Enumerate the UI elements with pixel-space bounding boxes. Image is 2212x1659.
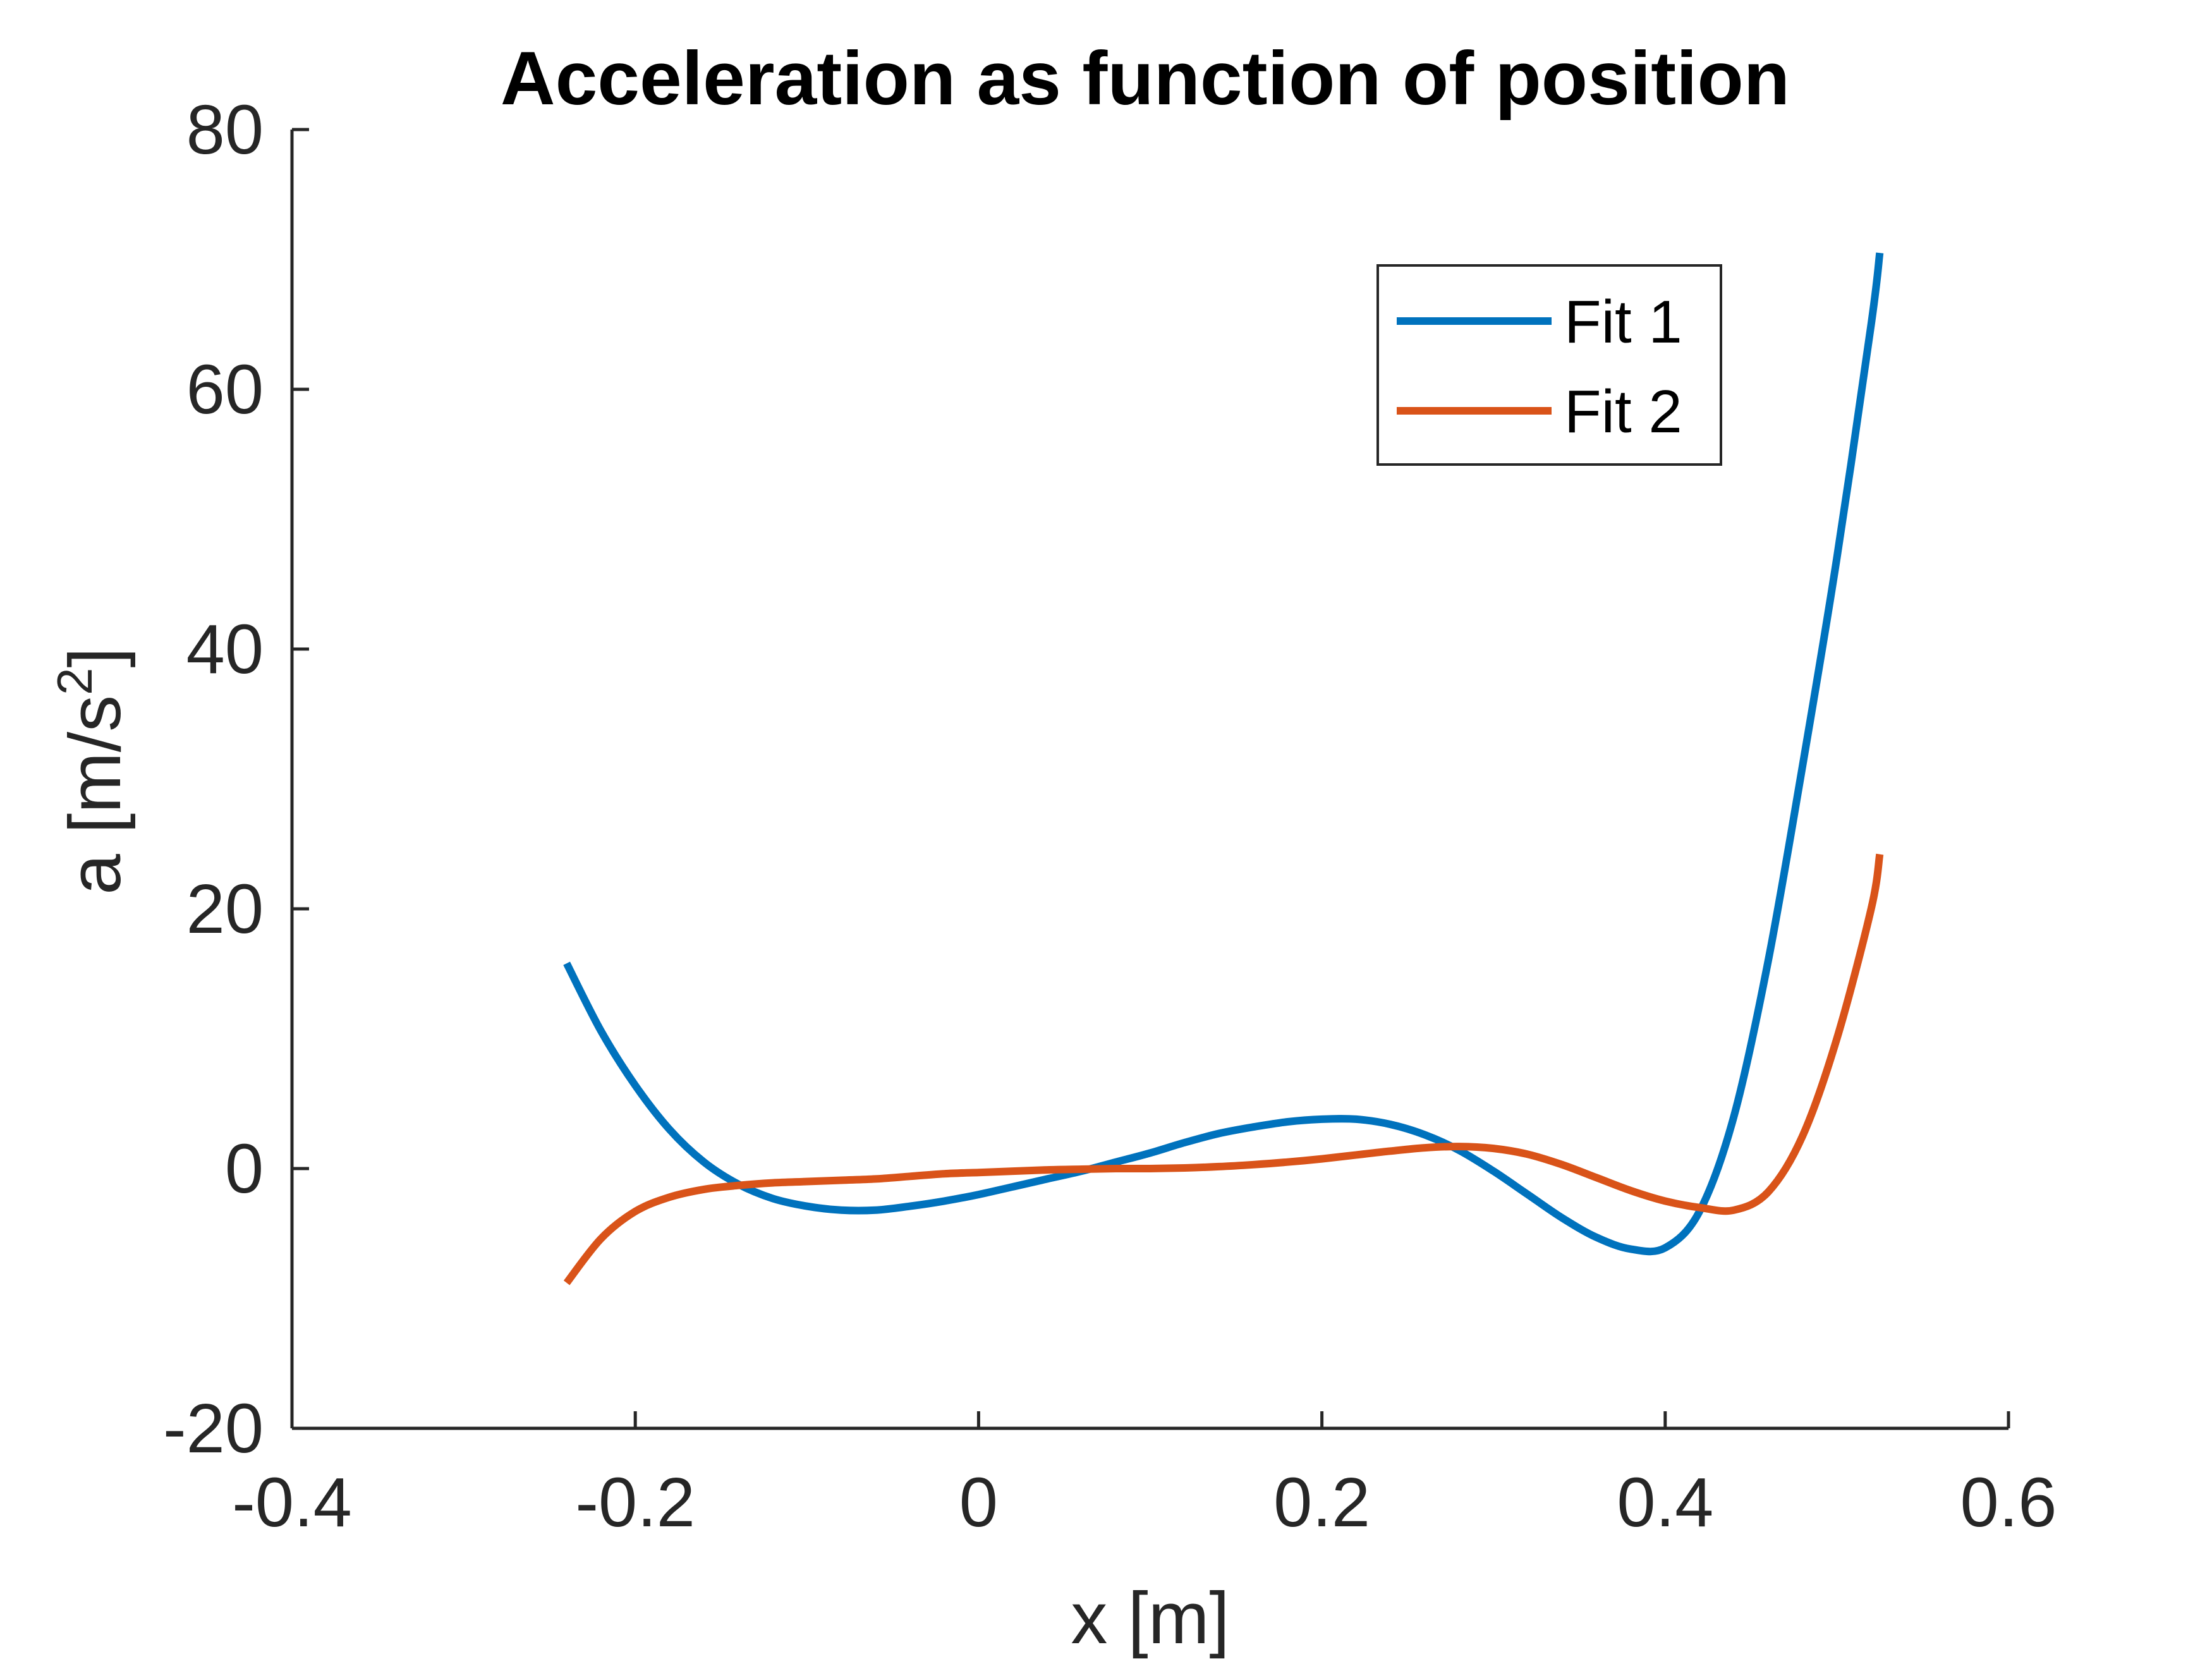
series-line-fit-1 [563, 252, 1884, 1256]
x-axis-label: x [m] [1071, 1577, 1229, 1659]
y-axis-label-superscript: 2 [47, 668, 102, 695]
tick-group: -0.4 -0.2 0 0.2 0.4 0.6 -20 0 20 40 60 80 [163, 91, 2057, 1541]
x-tick-label: -0.2 [575, 1464, 695, 1541]
y-tick-label: 40 [186, 611, 264, 688]
x-tick-label: 0.2 [1273, 1464, 1370, 1541]
y-tick-label: -20 [163, 1390, 264, 1468]
y-tick-label: 20 [186, 870, 264, 948]
legend-box [1376, 264, 1722, 466]
series-group [563, 252, 1884, 1285]
y-axis-label-main: a [m/s [54, 695, 136, 895]
legend-label-fit-2: Fit 2 [1564, 378, 1682, 446]
y-axis-label: a [m/s2] [47, 647, 136, 894]
chart-title: Acceleration as function of position [501, 36, 1790, 121]
x-tick-label: 0 [959, 1464, 998, 1541]
legend: Fit 1 Fit 2 [1376, 264, 1722, 466]
series-line-fit-2 [563, 853, 1884, 1285]
y-tick-label: 80 [186, 91, 264, 169]
x-tick-label: -0.4 [232, 1464, 352, 1541]
y-tick-label: 60 [186, 351, 264, 428]
x-tick-label: 0.6 [1960, 1464, 2057, 1541]
x-tick-label: 0.4 [1617, 1464, 1713, 1541]
legend-label-fit-1: Fit 1 [1564, 288, 1682, 356]
y-axis-label-close: ] [54, 647, 136, 667]
y-tick-label: 0 [225, 1130, 264, 1208]
